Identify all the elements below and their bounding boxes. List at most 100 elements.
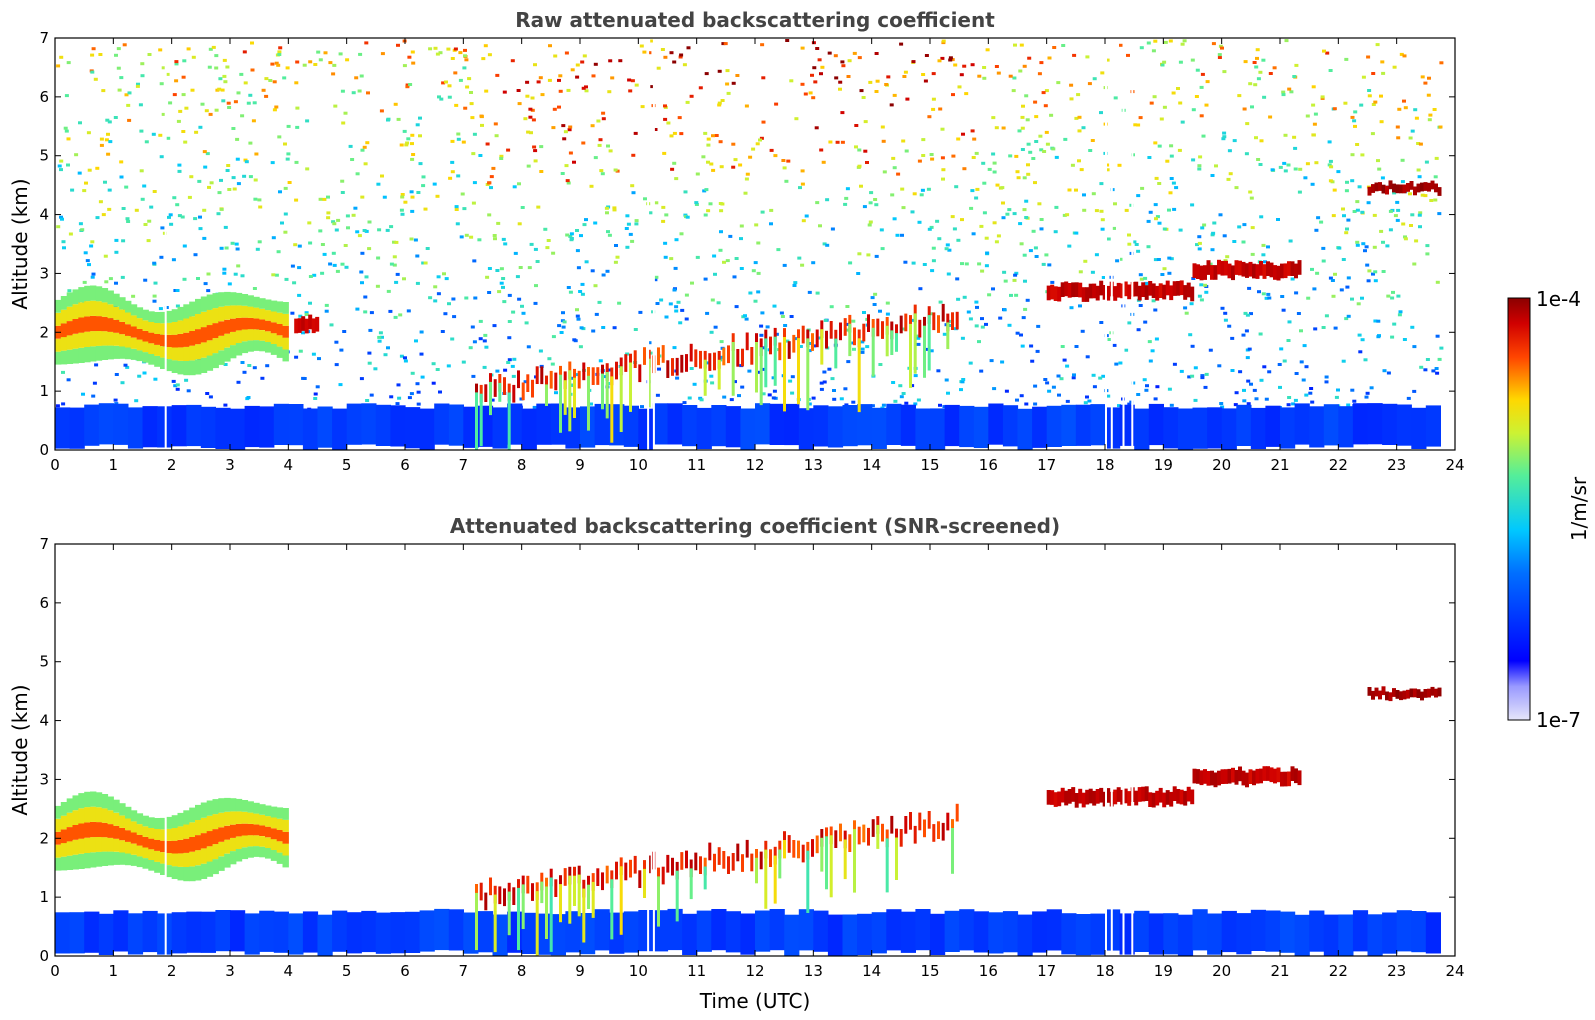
- noise-pixel: [1082, 193, 1086, 197]
- cloud-cell: [1385, 691, 1389, 701]
- aerosol-cell: [154, 323, 161, 334]
- aerosol-cell: [241, 305, 249, 318]
- noise-pixel: [950, 58, 955, 62]
- noise-pixel: [1218, 44, 1223, 48]
- noise-pixel: [1412, 345, 1417, 349]
- noise-pixel: [1371, 272, 1375, 276]
- noise-pixel: [406, 137, 411, 141]
- noise-pixel: [1234, 186, 1239, 190]
- cloud-cell: [666, 360, 670, 378]
- aerosol-cell: [113, 812, 120, 826]
- x-tick-label: 14: [862, 456, 881, 474]
- boundary-layer-cell: [1090, 913, 1106, 955]
- noise-pixel: [743, 191, 748, 195]
- noise-pixel: [899, 42, 904, 46]
- cloud-cell: [1399, 691, 1403, 701]
- boundary-layer-cell: [448, 404, 464, 446]
- cloud-cell: [769, 336, 772, 355]
- noise-pixel: [810, 73, 814, 77]
- noise-pixel: [211, 45, 216, 49]
- noise-pixel: [1153, 258, 1158, 262]
- noise-pixel: [1138, 304, 1143, 307]
- noise-pixel: [991, 152, 996, 156]
- noise-pixel: [751, 147, 756, 151]
- cloud-cell: [951, 819, 954, 837]
- noise-pixel: [1360, 296, 1364, 300]
- noise-pixel: [1168, 39, 1173, 43]
- aerosol-cell: [130, 348, 138, 360]
- cloud-cell: [1245, 263, 1249, 278]
- boundary-layer-cell: [244, 913, 260, 955]
- noise-pixel: [924, 54, 929, 57]
- noise-pixel: [1227, 324, 1232, 328]
- aerosol-cell: [235, 317, 243, 331]
- aerosol-cell: [72, 304, 79, 319]
- noise-pixel: [779, 311, 784, 315]
- noise-pixel: [1414, 116, 1419, 120]
- boundary-layer-cell: [200, 911, 216, 953]
- noise-pixel: [103, 254, 108, 258]
- noise-pixel: [1293, 146, 1298, 150]
- data-gap: [647, 38, 650, 450]
- aerosol-cell: [101, 331, 109, 346]
- noise-pixel: [1201, 134, 1206, 138]
- noise-pixel: [456, 137, 461, 141]
- noise-pixel: [271, 236, 276, 240]
- noise-pixel: [1258, 332, 1263, 336]
- noise-pixel: [219, 178, 223, 182]
- noise-pixel: [1020, 344, 1025, 348]
- noise-pixel: [1020, 115, 1025, 119]
- boundary-layer-cell: [930, 913, 946, 955]
- noise-pixel: [800, 263, 805, 267]
- noise-pixel: [153, 281, 158, 285]
- cloud-cell: [643, 347, 646, 365]
- noise-pixel: [840, 140, 845, 144]
- noise-pixel: [535, 260, 540, 263]
- cloud-cell: [1169, 285, 1174, 301]
- noise-pixel: [870, 296, 875, 300]
- cloud-cell: [825, 330, 828, 349]
- aerosol-cell: [84, 791, 91, 808]
- noise-pixel: [1041, 262, 1046, 266]
- noise-pixel: [1099, 111, 1103, 115]
- fallstreak: [825, 836, 828, 890]
- noise-pixel: [399, 354, 404, 358]
- noise-pixel: [575, 75, 580, 79]
- noise-pixel: [502, 90, 507, 94]
- noise-pixel: [124, 93, 129, 97]
- noise-pixel: [648, 211, 653, 215]
- aerosol-cell: [154, 333, 161, 345]
- colorbar: 1e-4 1e-7 1/m/sr: [1507, 287, 1591, 732]
- boundary-layer-cell: [1265, 405, 1281, 447]
- noise-pixel: [1025, 118, 1030, 122]
- noise-pixel: [714, 134, 719, 137]
- noise-pixel: [85, 259, 90, 263]
- fallstreak: [498, 382, 502, 402]
- aerosol-cell: [119, 297, 126, 310]
- noise-pixel: [326, 216, 331, 220]
- noise-pixel: [290, 264, 295, 268]
- noise-pixel: [431, 362, 436, 366]
- noise-pixel: [945, 243, 950, 247]
- noise-pixel: [582, 54, 587, 58]
- aerosol-cell: [107, 304, 114, 319]
- aerosol-cell: [259, 340, 266, 352]
- noise-pixel: [1228, 172, 1233, 176]
- noise-pixel: [946, 391, 950, 395]
- aerosol-cell: [270, 322, 278, 334]
- noise-pixel: [1392, 191, 1397, 195]
- aerosol-cell: [270, 817, 278, 829]
- noise-pixel: [80, 228, 85, 232]
- noise-pixel: [654, 201, 659, 205]
- noise-pixel: [403, 359, 408, 363]
- y-tick-label: 5: [39, 653, 49, 671]
- cloud-cell: [1385, 185, 1389, 195]
- aerosol-cell: [218, 798, 225, 813]
- cloud-cell: [484, 892, 488, 911]
- noise-pixel: [447, 84, 452, 88]
- noise-pixel: [947, 248, 952, 252]
- noise-pixel: [1221, 137, 1226, 141]
- noise-pixel: [1392, 322, 1397, 326]
- noise-pixel: [1078, 304, 1082, 308]
- boundary-layer-cell: [1075, 914, 1091, 956]
